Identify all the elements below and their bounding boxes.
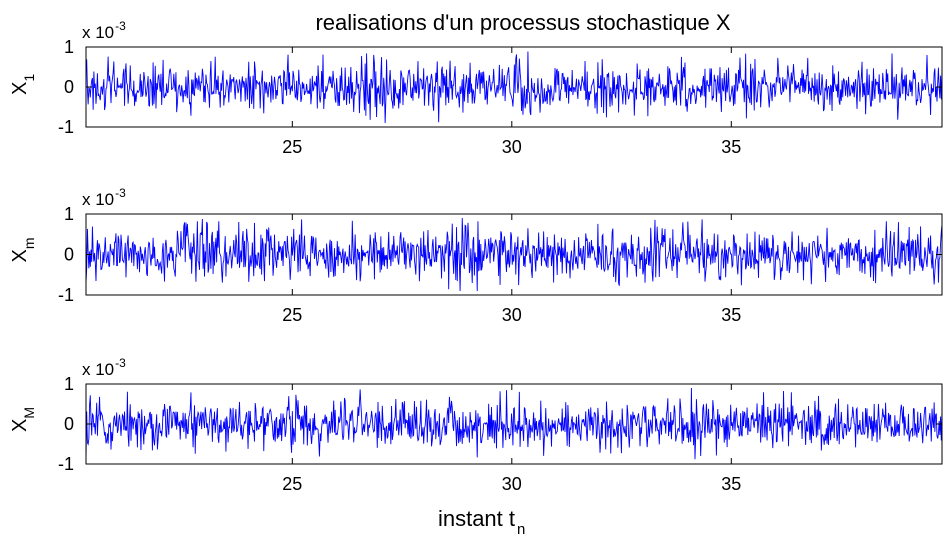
x-tick-label: 30 [502, 474, 522, 494]
x-tick-label: 25 [282, 305, 302, 325]
series-line-3 [85, 387, 943, 461]
scale-base: x 10 [82, 360, 114, 379]
y-tick-label: 1 [64, 204, 74, 224]
x-tick-label: 35 [721, 474, 741, 494]
y-axis-label-sub: m [21, 237, 37, 249]
scale-exponent: -3 [115, 356, 126, 370]
x-tick-label: 25 [282, 474, 302, 494]
x-axis-label-sub: n [517, 521, 525, 538]
y-tick-label: 1 [64, 374, 74, 394]
scale-exponent-label: x 10-3 [82, 186, 126, 209]
y-axis-label-3: XM [9, 407, 37, 432]
y-tick-label: -1 [58, 117, 74, 137]
y-axis-label-sub: 1 [21, 74, 37, 82]
x-tick-label: 25 [282, 137, 302, 157]
scale-exponent-label: x 10-3 [82, 19, 126, 42]
x-tick-label: 30 [502, 137, 522, 157]
panel-3: 25 30 35 -1 0 1 x 10-3 XM [9, 356, 943, 494]
y-tick-label: 0 [64, 77, 74, 97]
axes-box-3 [85, 383, 943, 465]
y-tick-label: 0 [64, 245, 74, 265]
scale-exponent: -3 [115, 186, 126, 200]
y-axis-label-main: X [9, 419, 31, 432]
x-tick-label: 35 [721, 305, 741, 325]
y-axis-label-main: X [9, 249, 31, 262]
y-tick-label: -1 [58, 285, 74, 305]
y-axis-label-2: Xm [9, 237, 37, 262]
y-tick-label: 1 [64, 37, 74, 57]
series-line-2 [85, 218, 943, 291]
y-tick-label: -1 [58, 454, 74, 474]
svg-text:instant t: instant t [438, 506, 515, 531]
chart-title: realisations d'un processus stochastique… [315, 10, 730, 35]
y-axis-label-sub: M [21, 407, 37, 419]
scale-exponent-label: x 10-3 [82, 356, 126, 379]
scale-base: x 10 [82, 23, 114, 42]
panel-2: 25 30 35 -1 0 1 x 10-3 Xm [9, 186, 943, 325]
x-axis-label-main: instant t [438, 506, 515, 531]
y-axis-label-main: X [9, 82, 31, 95]
scale-base: x 10 [82, 190, 114, 209]
scale-exponent: -3 [115, 19, 126, 33]
series-line-1 [85, 51, 943, 124]
x-tick-label: 35 [721, 137, 741, 157]
y-tick-label: 0 [64, 414, 74, 434]
x-axis-label: instant t n [438, 506, 525, 538]
x-tick-label: 30 [502, 305, 522, 325]
y-axis-label-1: X1 [9, 74, 37, 95]
